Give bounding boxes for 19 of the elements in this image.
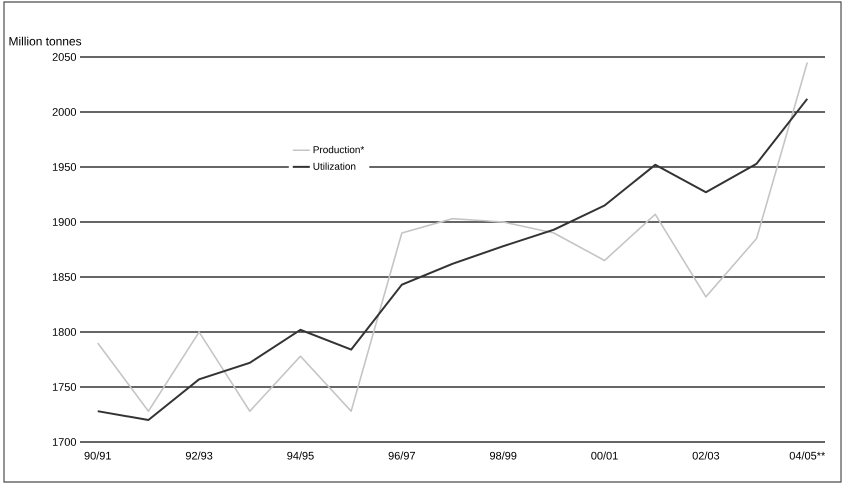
x-tick-label: 96/97 [388,452,415,460]
y-tick-label: 2000 [52,108,76,116]
x-tick-label: 04/05** [790,452,826,460]
x-tick-label: 92/93 [186,452,212,460]
legend-label: Production* [314,146,364,154]
legend-label: Utilization [314,162,356,170]
y-tick-label: 2050 [52,53,76,61]
y-tick-label: 1850 [52,273,76,281]
y-tick-label: 1750 [52,383,76,391]
y-tick-label: 1800 [52,328,76,336]
x-tick-label: 02/03 [692,452,720,460]
y-axis-title: Million tonnes [10,36,82,46]
x-tick-label: 00/01 [591,452,618,460]
y-tick-label: 1900 [52,218,76,226]
y-tick-label: 1700 [52,438,76,446]
x-tick-label: 90/91 [84,452,111,460]
y-tick-label: 1950 [52,163,76,171]
x-tick-label: 94/95 [287,452,314,460]
x-tick-label: 98/99 [490,452,516,460]
